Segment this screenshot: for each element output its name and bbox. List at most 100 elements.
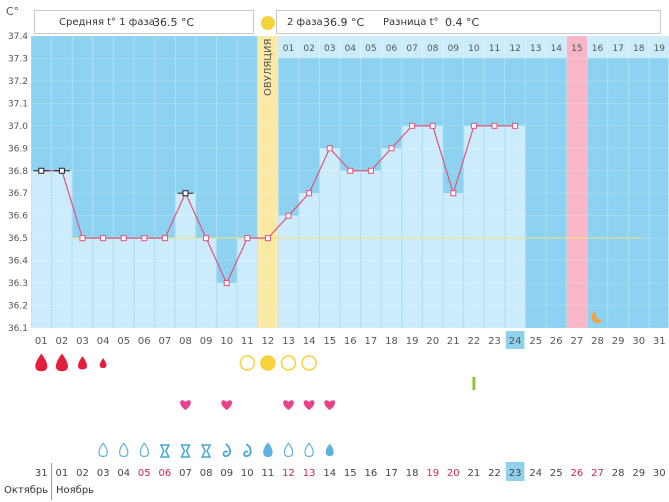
- period-drop-icon: [35, 353, 48, 372]
- day-label: 26: [550, 336, 563, 347]
- temperature-bar: [299, 193, 319, 328]
- period-drop-icon: [55, 353, 68, 372]
- mucus-drop-icon: [263, 442, 273, 458]
- day-label: 31: [653, 336, 666, 347]
- phase2-day-number: 15: [571, 44, 582, 54]
- day-label: 23: [488, 336, 501, 347]
- day-label: 09: [200, 336, 213, 347]
- y-tick-label: 37.1: [8, 99, 28, 109]
- ovulation-test-icon: [260, 355, 276, 371]
- temperature-point: [450, 190, 457, 197]
- temperature-bar: [484, 125, 505, 328]
- day-label: 10: [220, 336, 233, 347]
- calendar-date: 29: [632, 468, 645, 479]
- day-label: 07: [159, 336, 172, 347]
- heart-icon: [283, 400, 294, 410]
- green-mark-icon: [472, 377, 476, 390]
- day-label: 17: [365, 336, 378, 347]
- phase2-day-number: 06: [386, 44, 398, 54]
- temperature-point: [285, 212, 292, 219]
- phase2-day-number: 10: [468, 44, 480, 54]
- calendar-date: 11: [262, 468, 275, 479]
- temperature-point: [429, 122, 436, 129]
- day-label: 12: [262, 336, 275, 347]
- phase2-day-number: 14: [551, 44, 563, 54]
- temperature-point: [326, 145, 333, 152]
- hourglass-icon: [180, 444, 191, 458]
- temperature-bar: [237, 238, 258, 328]
- calendar-date: 17: [385, 468, 398, 479]
- day-label: 28: [591, 336, 604, 347]
- y-tick-label: 36.2: [8, 302, 28, 312]
- temperature-bar: [113, 238, 134, 328]
- ovulation-test-icon: [280, 355, 297, 371]
- day-label: 06: [138, 336, 151, 347]
- calendar-date: 21: [468, 468, 481, 479]
- day-label: 01: [35, 336, 48, 347]
- selected-day-marker: [505, 331, 525, 349]
- temperature-point: [100, 235, 107, 242]
- calendar-date: 02: [76, 468, 89, 479]
- y-tick-label: 36.9: [8, 144, 28, 154]
- day-label: 22: [468, 336, 481, 347]
- day-label: 20: [426, 336, 439, 347]
- calendar-date: 08: [200, 468, 213, 479]
- temperature-point: [203, 235, 210, 242]
- phase2-day-number: 05: [365, 44, 376, 54]
- calendar-date: 05: [138, 468, 151, 479]
- calendar-date: 15: [344, 468, 357, 479]
- ovulation-band: [257, 36, 279, 328]
- day-label: 29: [612, 336, 625, 347]
- y-tick-label: 37.4: [8, 32, 28, 42]
- y-tick-label: 37.0: [8, 122, 28, 132]
- diff-label: Разница t°: [383, 17, 439, 28]
- ovulation-test-icon: [301, 355, 317, 371]
- temperature-point: [161, 235, 168, 242]
- temperature-bar: [31, 170, 52, 328]
- mucus-drop-icon: [118, 442, 129, 458]
- phase2-day-number: 12: [509, 44, 520, 54]
- calendar-date: 26: [571, 468, 584, 479]
- temperature-point: [120, 235, 127, 242]
- phase2-label: 2 фаза: [287, 17, 323, 28]
- mucus-drop-icon: [283, 442, 294, 458]
- calendar-date: 07: [179, 468, 192, 479]
- ovulation-label: ОВУЛЯЦИЯ: [263, 39, 274, 97]
- period-drop-icon: [78, 356, 87, 370]
- phase2-day-number: 09: [448, 44, 460, 54]
- temperature-point: [512, 122, 519, 129]
- calendar-date: 20: [447, 468, 460, 479]
- temperature-bar: [52, 170, 72, 328]
- temperature-bar: [155, 238, 175, 328]
- y-tick-label: 36.5: [8, 234, 28, 244]
- temperature-bar: [175, 193, 196, 328]
- calendar-date: 18: [406, 468, 419, 479]
- month-next-label: Ноябрь: [56, 485, 95, 496]
- temperature-point: [409, 122, 416, 129]
- temperature-bar: [361, 170, 381, 328]
- month-prev-label: Октябрь: [4, 485, 49, 496]
- heart-icon: [221, 400, 233, 410]
- temperature-point: [38, 167, 45, 174]
- phase2-day-number: 03: [324, 44, 335, 54]
- temperature-bar: [505, 125, 525, 328]
- hourglass-icon: [159, 444, 171, 458]
- highlight-day-column: [566, 36, 588, 328]
- chart-background: [31, 36, 669, 328]
- temperature-point: [223, 280, 230, 287]
- temperature-bar: [278, 215, 299, 328]
- phase2-value: 36.9 °C: [323, 16, 365, 29]
- heart-icon: [180, 400, 191, 410]
- calendar-date: 30: [653, 468, 666, 479]
- day-label: 15: [323, 336, 336, 347]
- heart-icon: [303, 400, 315, 410]
- calendar-date: 13: [303, 468, 316, 479]
- day-label: 11: [241, 336, 254, 347]
- today-marker: [505, 462, 525, 481]
- calendar-date: 22: [488, 468, 501, 479]
- phase2-day-number: 13: [530, 44, 541, 54]
- calendar-date: 28: [612, 468, 625, 479]
- temperature-bar: [216, 283, 237, 328]
- temperature-point: [347, 167, 354, 174]
